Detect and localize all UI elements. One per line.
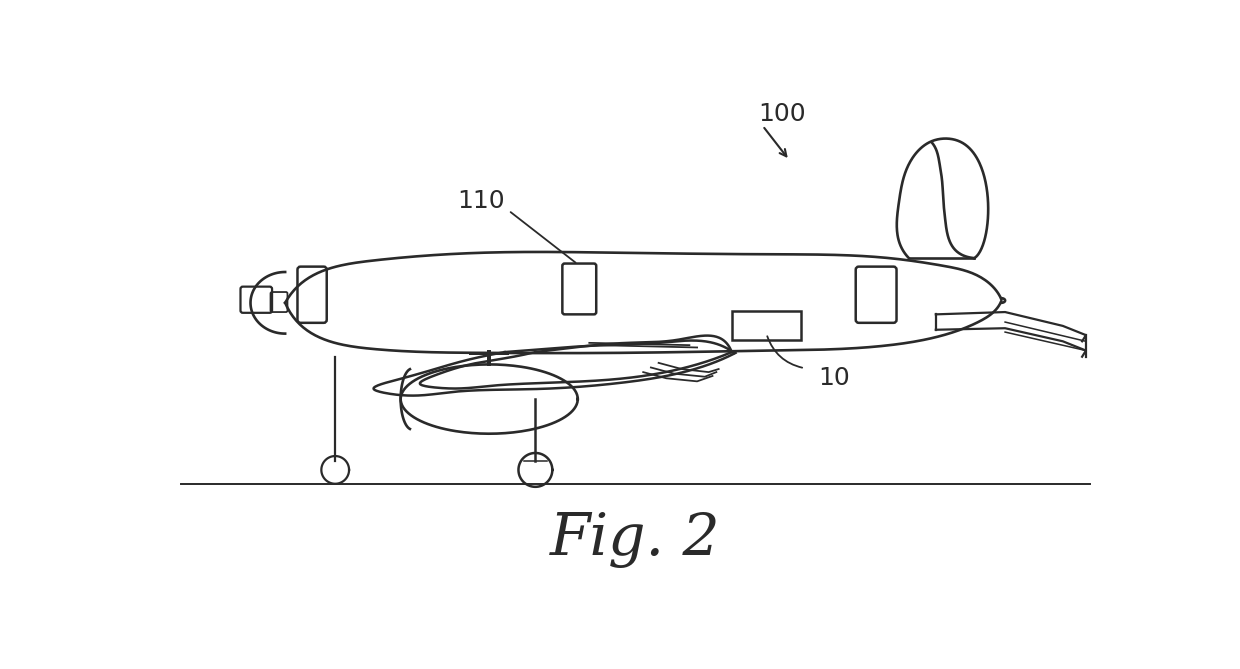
Text: 110: 110 — [458, 189, 506, 213]
Text: 100: 100 — [758, 102, 806, 126]
Bar — [732, 310, 801, 340]
Text: Fig. 2: Fig. 2 — [551, 512, 720, 568]
Text: 10: 10 — [818, 366, 851, 390]
